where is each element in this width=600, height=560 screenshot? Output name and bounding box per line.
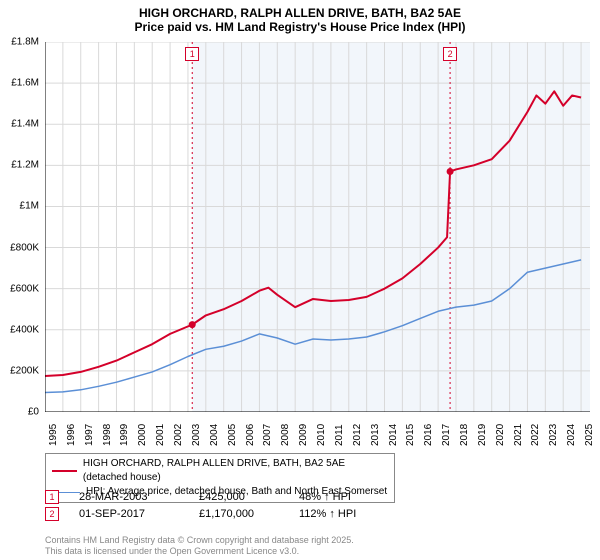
marker-delta: 112% ↑ HPI: [299, 508, 399, 520]
chart-svg: [45, 42, 590, 412]
title-line-2: Price paid vs. HM Land Registry's House …: [10, 20, 590, 34]
x-tick-label: 2021: [513, 424, 524, 446]
x-tick-label: 2008: [280, 424, 291, 446]
chart-marker-badge: 2: [443, 47, 457, 61]
chart-container: HIGH ORCHARD, RALPH ALLEN DRIVE, BATH, B…: [0, 0, 600, 560]
x-tick-label: 2020: [495, 424, 506, 446]
marker-price: £1,170,000: [199, 508, 299, 520]
y-tick-label: £1.6M: [11, 78, 39, 89]
y-tick-label: £0: [28, 407, 39, 418]
x-tick-label: 2012: [352, 424, 363, 446]
x-tick-label: 2013: [370, 424, 381, 446]
x-tick-label: 2007: [262, 424, 273, 446]
y-tick-label: £1.8M: [11, 37, 39, 48]
x-tick-label: 2001: [155, 424, 166, 446]
y-tick-label: £600K: [10, 283, 39, 294]
marker-badge: 1: [45, 490, 59, 504]
x-tick-label: 2019: [477, 424, 488, 446]
x-tick-label: 1996: [66, 424, 77, 446]
marker-price: £425,000: [199, 491, 299, 503]
legend-swatch: [52, 470, 77, 472]
x-tick-label: 1997: [84, 424, 95, 446]
y-tick-label: £400K: [10, 324, 39, 335]
legend-row: HIGH ORCHARD, RALPH ALLEN DRIVE, BATH, B…: [52, 457, 388, 485]
x-tick-label: 2014: [388, 424, 399, 446]
x-tick-label: 2025: [584, 424, 595, 446]
title-line-1: HIGH ORCHARD, RALPH ALLEN DRIVE, BATH, B…: [10, 6, 590, 20]
x-tick-label: 2006: [245, 424, 256, 446]
y-tick-label: £800K: [10, 242, 39, 253]
marker-delta: 48% ↑ HPI: [299, 491, 399, 503]
chart-area: 12: [45, 42, 590, 412]
marker-badge: 2: [45, 507, 59, 521]
x-tick-label: 2005: [227, 424, 238, 446]
chart-marker-badge: 1: [185, 47, 199, 61]
x-tick-label: 1999: [119, 424, 130, 446]
x-tick-label: 2018: [459, 424, 470, 446]
x-tick-label: 1998: [102, 424, 113, 446]
x-tick-label: 2024: [566, 424, 577, 446]
x-tick-label: 2017: [441, 424, 452, 446]
footer-line-1: Contains HM Land Registry data © Crown c…: [45, 535, 354, 546]
footer-line-2: This data is licensed under the Open Gov…: [45, 546, 354, 557]
x-tick-label: 2022: [530, 424, 541, 446]
y-tick-label: £1.4M: [11, 119, 39, 130]
y-axis: £0£200K£400K£600K£800K£1M£1.2M£1.4M£1.6M…: [0, 42, 42, 412]
x-tick-label: 1995: [48, 424, 59, 446]
marker-date: 28-MAR-2003: [79, 491, 199, 503]
legend-label: HIGH ORCHARD, RALPH ALLEN DRIVE, BATH, B…: [83, 457, 388, 485]
x-tick-label: 2003: [191, 424, 202, 446]
y-tick-label: £1M: [20, 201, 39, 212]
markers-table: 1 28-MAR-2003£425,00048% ↑ HPI 2 01-SEP-201…: [45, 490, 399, 524]
marker-table-row: 2 01-SEP-2017£1,170,000112% ↑ HPI: [45, 507, 399, 521]
x-tick-label: 2023: [548, 424, 559, 446]
x-tick-label: 2015: [405, 424, 416, 446]
footer: Contains HM Land Registry data © Crown c…: [45, 535, 354, 557]
x-axis: 1995 1996 1997 1998 1999 2000 2001 2002 2003 2004…: [45, 414, 590, 454]
x-tick-label: 2010: [316, 424, 327, 446]
y-tick-label: £1.2M: [11, 160, 39, 171]
x-tick-label: 2000: [137, 424, 148, 446]
y-tick-label: £200K: [10, 365, 39, 376]
x-tick-label: 2009: [298, 424, 309, 446]
marker-table-row: 1 28-MAR-2003£425,00048% ↑ HPI: [45, 490, 399, 504]
x-tick-label: 2011: [334, 424, 345, 446]
x-tick-label: 2004: [209, 424, 220, 446]
x-tick-label: 2002: [173, 424, 184, 446]
x-tick-label: 2016: [423, 424, 434, 446]
marker-date: 01-SEP-2017: [79, 508, 199, 520]
title-block: HIGH ORCHARD, RALPH ALLEN DRIVE, BATH, B…: [0, 0, 600, 36]
